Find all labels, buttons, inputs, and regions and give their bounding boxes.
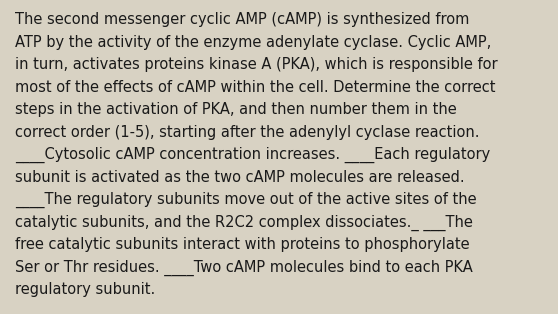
Text: correct order (1-5), starting after the adenylyl cyclase reaction.: correct order (1-5), starting after the … <box>16 125 480 140</box>
Text: Ser or Thr residues. ____Two cAMP molecules bind to each PKA: Ser or Thr residues. ____Two cAMP molecu… <box>16 259 473 276</box>
Text: subunit is activated as the two cAMP molecules are released.: subunit is activated as the two cAMP mol… <box>16 170 465 185</box>
Text: steps in the activation of PKA, and then number them in the: steps in the activation of PKA, and then… <box>16 102 457 117</box>
Text: regulatory subunit.: regulatory subunit. <box>16 282 156 297</box>
Text: in turn, activates proteins kinase A (PKA), which is responsible for: in turn, activates proteins kinase A (PK… <box>16 57 498 72</box>
Text: free catalytic subunits interact with proteins to phosphorylate: free catalytic subunits interact with pr… <box>16 237 470 252</box>
Text: ATP by the activity of the enzyme adenylate cyclase. Cyclic AMP,: ATP by the activity of the enzyme adenyl… <box>16 35 492 50</box>
Text: most of the effects of cAMP within the cell. Determine the correct: most of the effects of cAMP within the c… <box>16 80 496 95</box>
Text: The second messenger cyclic AMP (cAMP) is synthesized from: The second messenger cyclic AMP (cAMP) i… <box>16 12 470 27</box>
Text: ____Cytosolic cAMP concentration increases. ____Each regulatory: ____Cytosolic cAMP concentration increas… <box>16 147 490 163</box>
Text: catalytic subunits, and the R2C2 complex dissociates._ ___The: catalytic subunits, and the R2C2 complex… <box>16 214 473 231</box>
Text: ____The regulatory subunits move out of the active sites of the: ____The regulatory subunits move out of … <box>16 192 477 208</box>
